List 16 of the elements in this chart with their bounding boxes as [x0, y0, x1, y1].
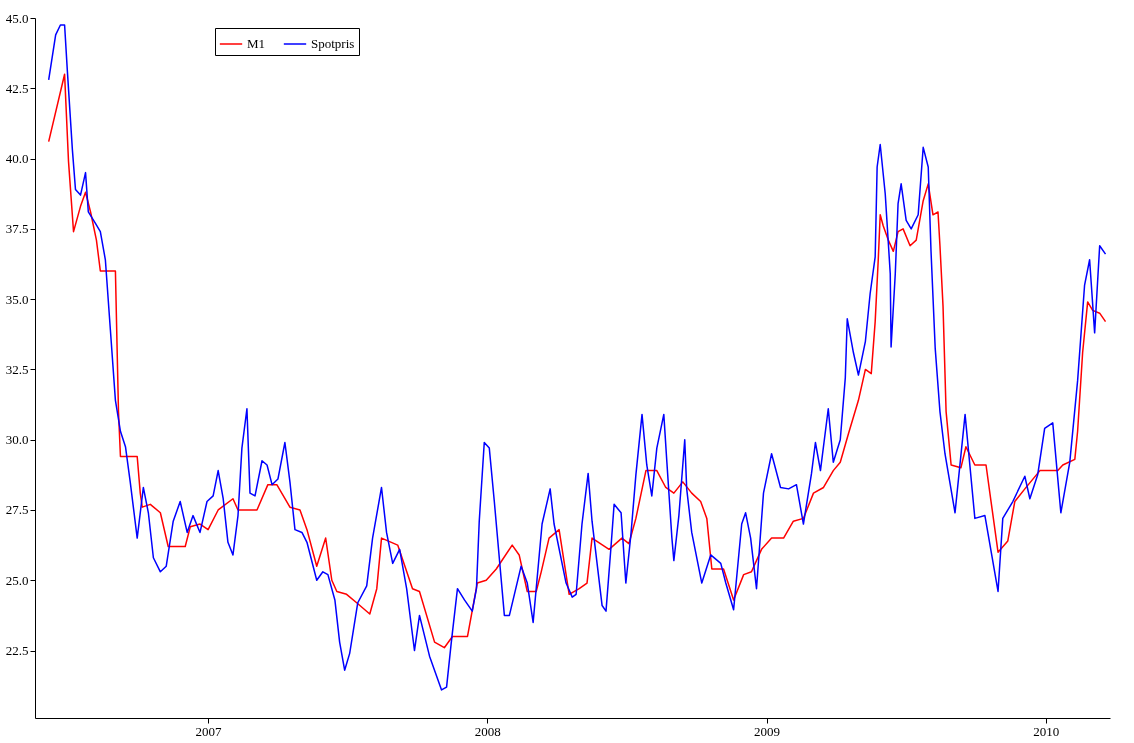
y-tick-label: 25.0	[5, 572, 29, 588]
y-tick-label: 27.5	[5, 502, 29, 518]
x-tick-label: 2009	[754, 723, 781, 739]
y-tick-label: 37.5	[5, 221, 29, 237]
y-tick-label: 45.0	[5, 10, 29, 26]
y-tick-label: 32.5	[5, 361, 29, 377]
x-tick-label: 2008	[474, 723, 501, 739]
y-tick-label: 22.5	[5, 643, 29, 659]
legend-label: Spotpris	[311, 36, 355, 51]
legend-label: M1	[247, 36, 266, 51]
y-tick-label: 40.0	[5, 151, 29, 167]
y-tick-label: 35.0	[5, 291, 29, 307]
y-tick-label: 42.5	[5, 80, 29, 96]
y-tick-label: 30.0	[5, 432, 29, 448]
x-tick-label: 2010	[1033, 723, 1060, 739]
x-tick-label: 2007	[195, 723, 223, 739]
